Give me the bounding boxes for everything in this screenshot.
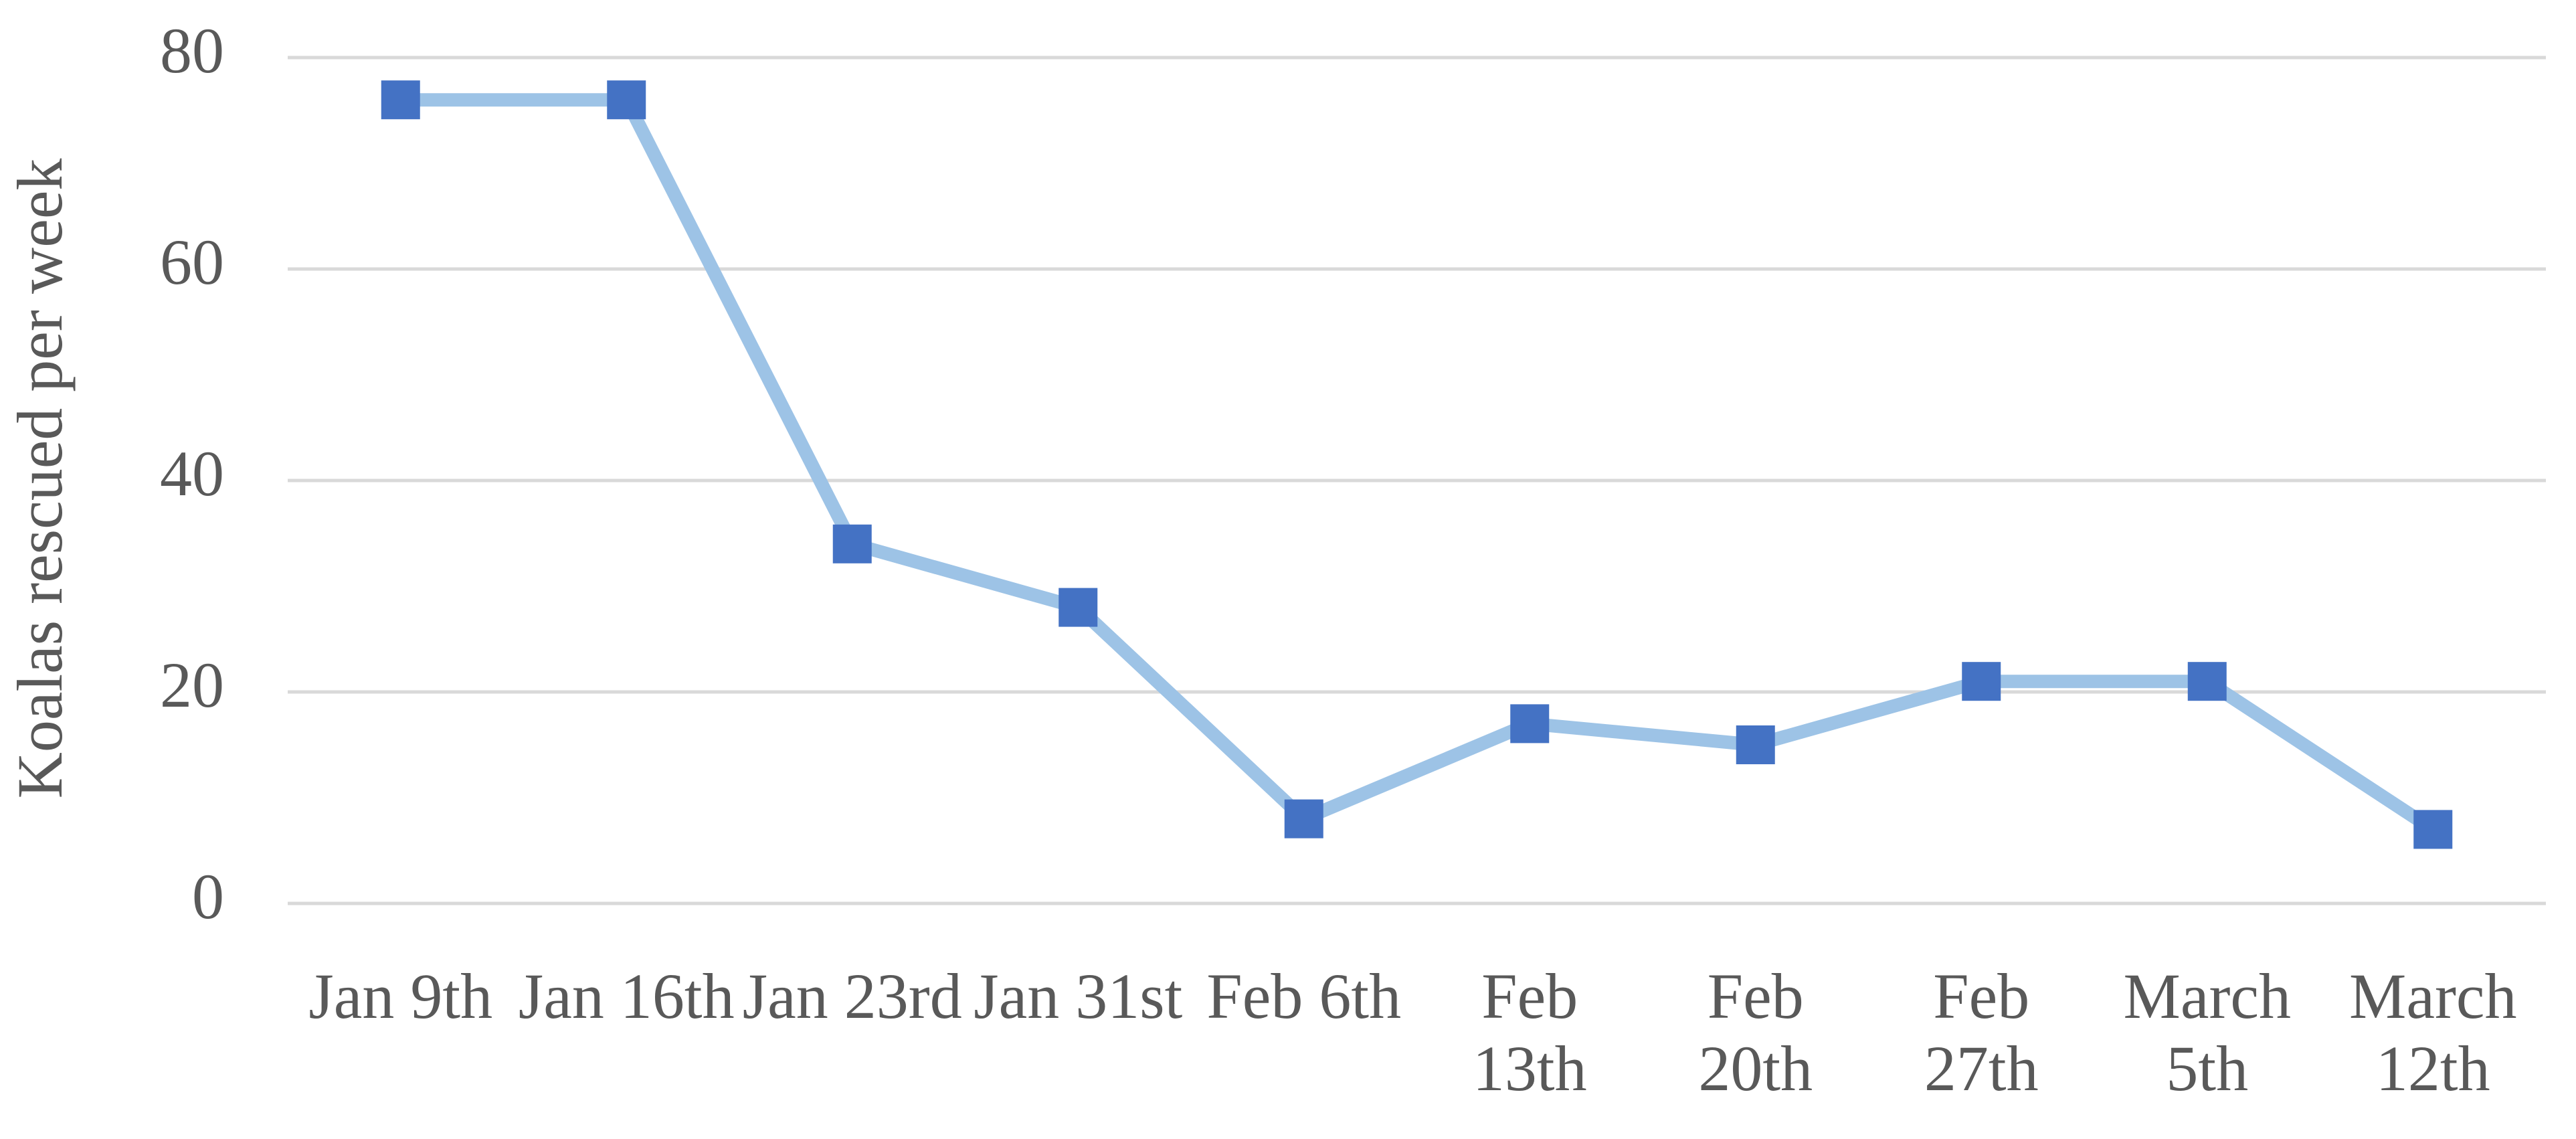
y-tick-label: 20 — [160, 649, 224, 721]
x-tick-label: March 12th — [2349, 960, 2517, 1104]
y-tick-label: 80 — [160, 15, 224, 86]
marker — [1059, 588, 1098, 627]
y-tick-label: 0 — [192, 861, 224, 932]
series-line — [400, 93, 2437, 835]
marker — [1736, 725, 1775, 764]
marker — [381, 80, 420, 120]
marker — [2413, 810, 2453, 849]
marker — [832, 524, 872, 563]
marker — [1510, 704, 1550, 743]
x-tick-label: Jan 31st — [974, 960, 1183, 1032]
x-tick-label: Feb 13th — [1472, 960, 1587, 1104]
x-tick-label: Feb 27th — [1924, 960, 2039, 1104]
x-tick-label: Feb 20th — [1698, 960, 1813, 1104]
marker — [1284, 799, 1323, 839]
y-axis-title: Koalas rescued per week — [4, 159, 76, 799]
x-tick-label: Jan 16th — [518, 960, 735, 1032]
marker — [2187, 662, 2227, 701]
x-tick-label: Feb 6th — [1206, 960, 1402, 1032]
y-tick-label: 60 — [160, 226, 224, 298]
marker — [607, 80, 646, 120]
x-tick-label: Jan 23rd — [742, 960, 962, 1032]
y-tick-label: 40 — [160, 438, 224, 509]
x-tick-label: March 5th — [2123, 960, 2292, 1104]
x-tick-label: Jan 9th — [308, 960, 493, 1032]
marker — [1962, 662, 2001, 701]
